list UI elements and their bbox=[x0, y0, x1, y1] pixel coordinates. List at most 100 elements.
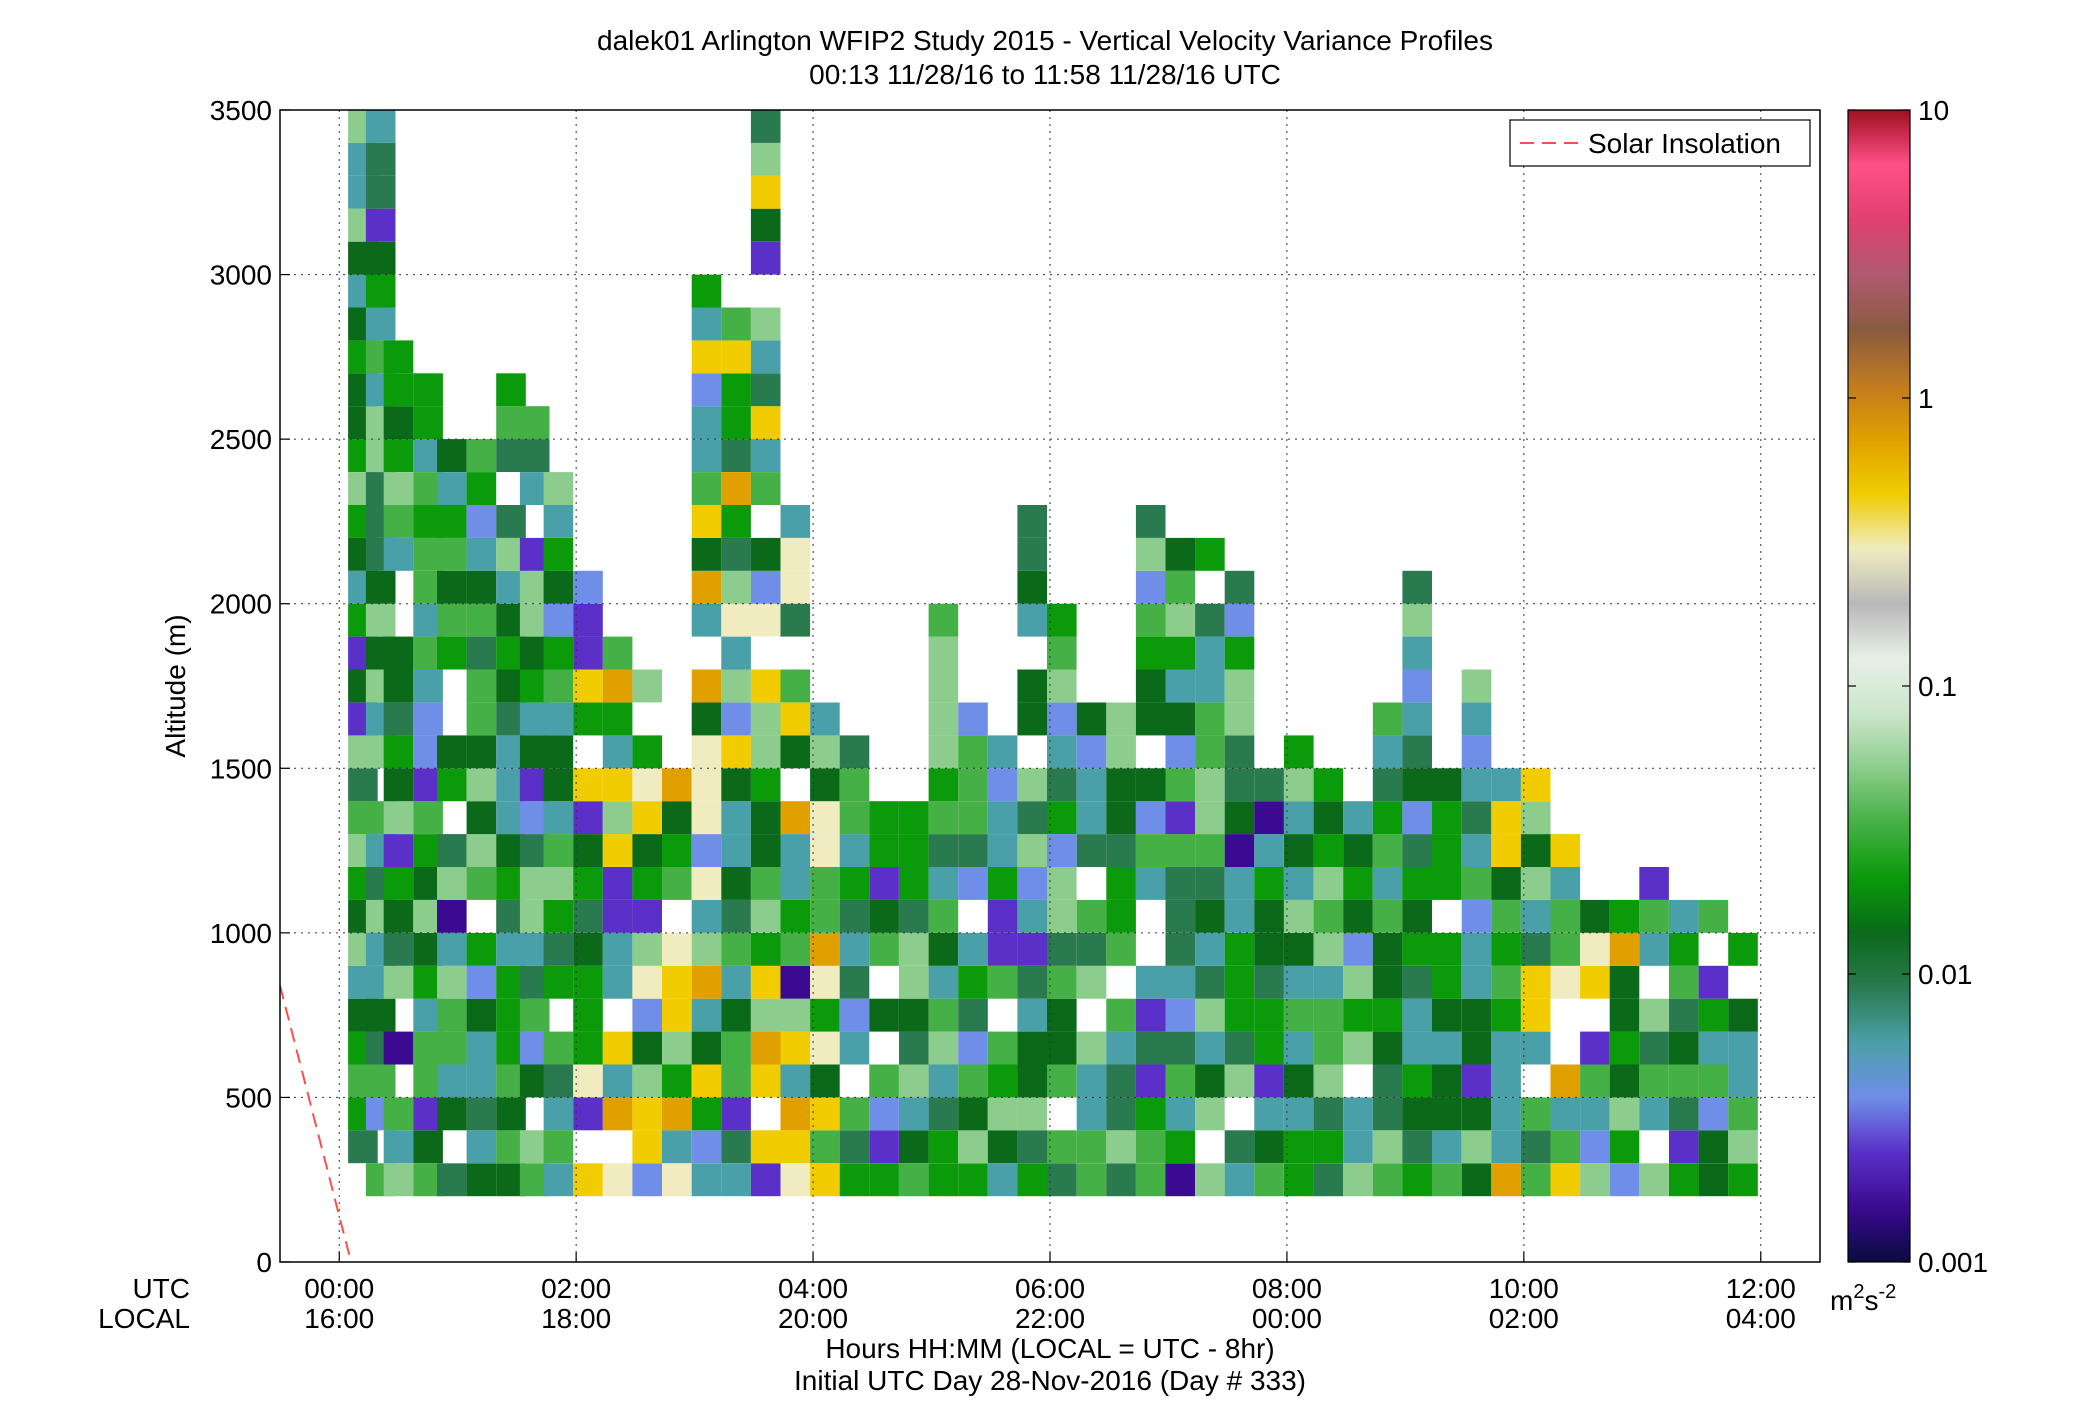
heatmap-cell bbox=[1432, 965, 1462, 999]
heatmap-cell bbox=[810, 998, 840, 1032]
heatmap-cell bbox=[1520, 965, 1551, 999]
heatmap-cell bbox=[1106, 1064, 1136, 1098]
heatmap-cell bbox=[750, 373, 781, 407]
heatmap-cell bbox=[780, 735, 811, 769]
y-tick-label: 1000 bbox=[210, 918, 272, 949]
heatmap-cell bbox=[750, 110, 781, 143]
heatmap-cell bbox=[1135, 801, 1166, 835]
heatmap-cell bbox=[662, 932, 692, 966]
heatmap-cell bbox=[1284, 834, 1314, 867]
heatmap-cell bbox=[1047, 735, 1077, 769]
heatmap-cell bbox=[1343, 801, 1373, 835]
heatmap-cell bbox=[1491, 768, 1521, 802]
x-tick-label-local: 18:00 bbox=[541, 1303, 611, 1334]
heatmap-cell bbox=[691, 439, 722, 472]
heatmap-cell bbox=[662, 768, 692, 802]
heatmap-cell bbox=[573, 1031, 603, 1065]
heatmap-cell bbox=[1284, 998, 1314, 1032]
heatmap-cell bbox=[958, 1130, 988, 1164]
heatmap-cell bbox=[383, 965, 414, 999]
x-row-label-local: LOCAL bbox=[98, 1303, 190, 1334]
heatmap-cell bbox=[810, 1130, 840, 1164]
heatmap-cell bbox=[662, 867, 692, 900]
heatmap-cell bbox=[632, 801, 662, 835]
heatmap-cell bbox=[519, 439, 550, 472]
heatmap-cell bbox=[928, 768, 959, 802]
heatmap-cell bbox=[691, 735, 722, 769]
heatmap-cell bbox=[750, 867, 781, 900]
heatmap-cell bbox=[1402, 1097, 1432, 1131]
heatmap-cell bbox=[1461, 1064, 1492, 1098]
heatmap-cell bbox=[1343, 1163, 1373, 1197]
heatmap-cell bbox=[1106, 1163, 1136, 1197]
colorbar-tick-label: 0.001 bbox=[1918, 1247, 1988, 1278]
heatmap-cell bbox=[365, 1064, 396, 1098]
heatmap-cell bbox=[1728, 998, 1758, 1032]
heatmap-cell bbox=[383, 702, 414, 736]
heatmap-cell bbox=[1313, 1130, 1344, 1164]
heatmap-cell bbox=[383, 768, 414, 802]
heatmap-cell bbox=[691, 899, 722, 933]
heatmap-cell bbox=[928, 669, 959, 703]
heatmap-cell bbox=[1372, 1064, 1403, 1098]
heatmap-cell bbox=[1550, 1064, 1581, 1098]
heatmap-cell bbox=[1195, 998, 1225, 1032]
heatmap-cell bbox=[1343, 834, 1373, 867]
y-tick-label: 0 bbox=[256, 1247, 272, 1278]
heatmap-cell bbox=[1432, 932, 1462, 966]
heatmap-cell bbox=[1372, 1163, 1403, 1197]
heatmap-cell bbox=[1609, 965, 1640, 999]
heatmap-cell bbox=[1284, 801, 1314, 835]
heatmap-cell bbox=[632, 669, 662, 703]
heatmap-cell bbox=[899, 1031, 929, 1065]
heatmap-cell bbox=[1254, 867, 1284, 900]
heatmap-cell bbox=[750, 1064, 781, 1098]
heatmap-cell bbox=[1580, 1130, 1610, 1164]
heatmap-cell bbox=[1195, 834, 1225, 867]
heatmap-cell bbox=[691, 406, 722, 440]
heatmap-cell bbox=[1461, 998, 1492, 1032]
heatmap-cell bbox=[1165, 1031, 1196, 1065]
heatmap-cell bbox=[1254, 1163, 1284, 1197]
heatmap-cell bbox=[632, 834, 662, 867]
heatmap-cell bbox=[519, 998, 550, 1032]
heatmap-cell bbox=[1284, 1163, 1314, 1197]
heatmap-cell bbox=[1639, 1064, 1669, 1098]
heatmap-cell bbox=[1047, 669, 1077, 703]
heatmap-cell bbox=[573, 932, 603, 966]
heatmap-cell bbox=[750, 175, 781, 209]
heatmap-cell bbox=[1728, 1163, 1758, 1197]
heatmap-cell bbox=[1550, 1097, 1581, 1131]
heatmap-cell bbox=[383, 1031, 414, 1065]
heatmap-cell bbox=[1550, 899, 1581, 933]
heatmap-cell bbox=[899, 1130, 929, 1164]
heatmap-cell bbox=[750, 702, 781, 736]
heatmap-cell bbox=[1491, 899, 1521, 933]
heatmap-cell bbox=[1224, 570, 1255, 604]
heatmap-cell bbox=[632, 735, 662, 769]
heatmap-cell bbox=[437, 932, 467, 966]
heatmap-cell bbox=[1076, 932, 1107, 966]
heatmap-cell bbox=[1195, 603, 1225, 637]
heatmap-cell bbox=[1076, 834, 1107, 867]
heatmap-cell bbox=[1165, 1097, 1196, 1131]
heatmap-cell bbox=[1698, 998, 1729, 1032]
heatmap-cell bbox=[1639, 1031, 1669, 1065]
heatmap-cell bbox=[810, 932, 840, 966]
heatmap-cell bbox=[987, 965, 1018, 999]
heatmap-cell bbox=[1550, 1163, 1581, 1197]
heatmap-cell bbox=[1313, 932, 1344, 966]
heatmap-cell bbox=[691, 867, 722, 900]
x-tick-label-utc: 12:00 bbox=[1726, 1273, 1796, 1304]
heatmap-cell bbox=[1461, 834, 1492, 867]
heatmap-cell bbox=[1520, 1031, 1551, 1065]
heatmap-cell bbox=[662, 1064, 692, 1098]
heatmap-cell bbox=[691, 603, 722, 637]
heatmap-cell bbox=[810, 1097, 840, 1131]
heatmap-cell bbox=[1165, 998, 1196, 1032]
heatmap-cell bbox=[987, 1163, 1018, 1197]
heatmap-cell bbox=[1106, 899, 1136, 933]
heatmap-cell bbox=[928, 1130, 959, 1164]
heatmap-cell bbox=[1609, 1031, 1640, 1065]
heatmap-cell bbox=[780, 899, 811, 933]
